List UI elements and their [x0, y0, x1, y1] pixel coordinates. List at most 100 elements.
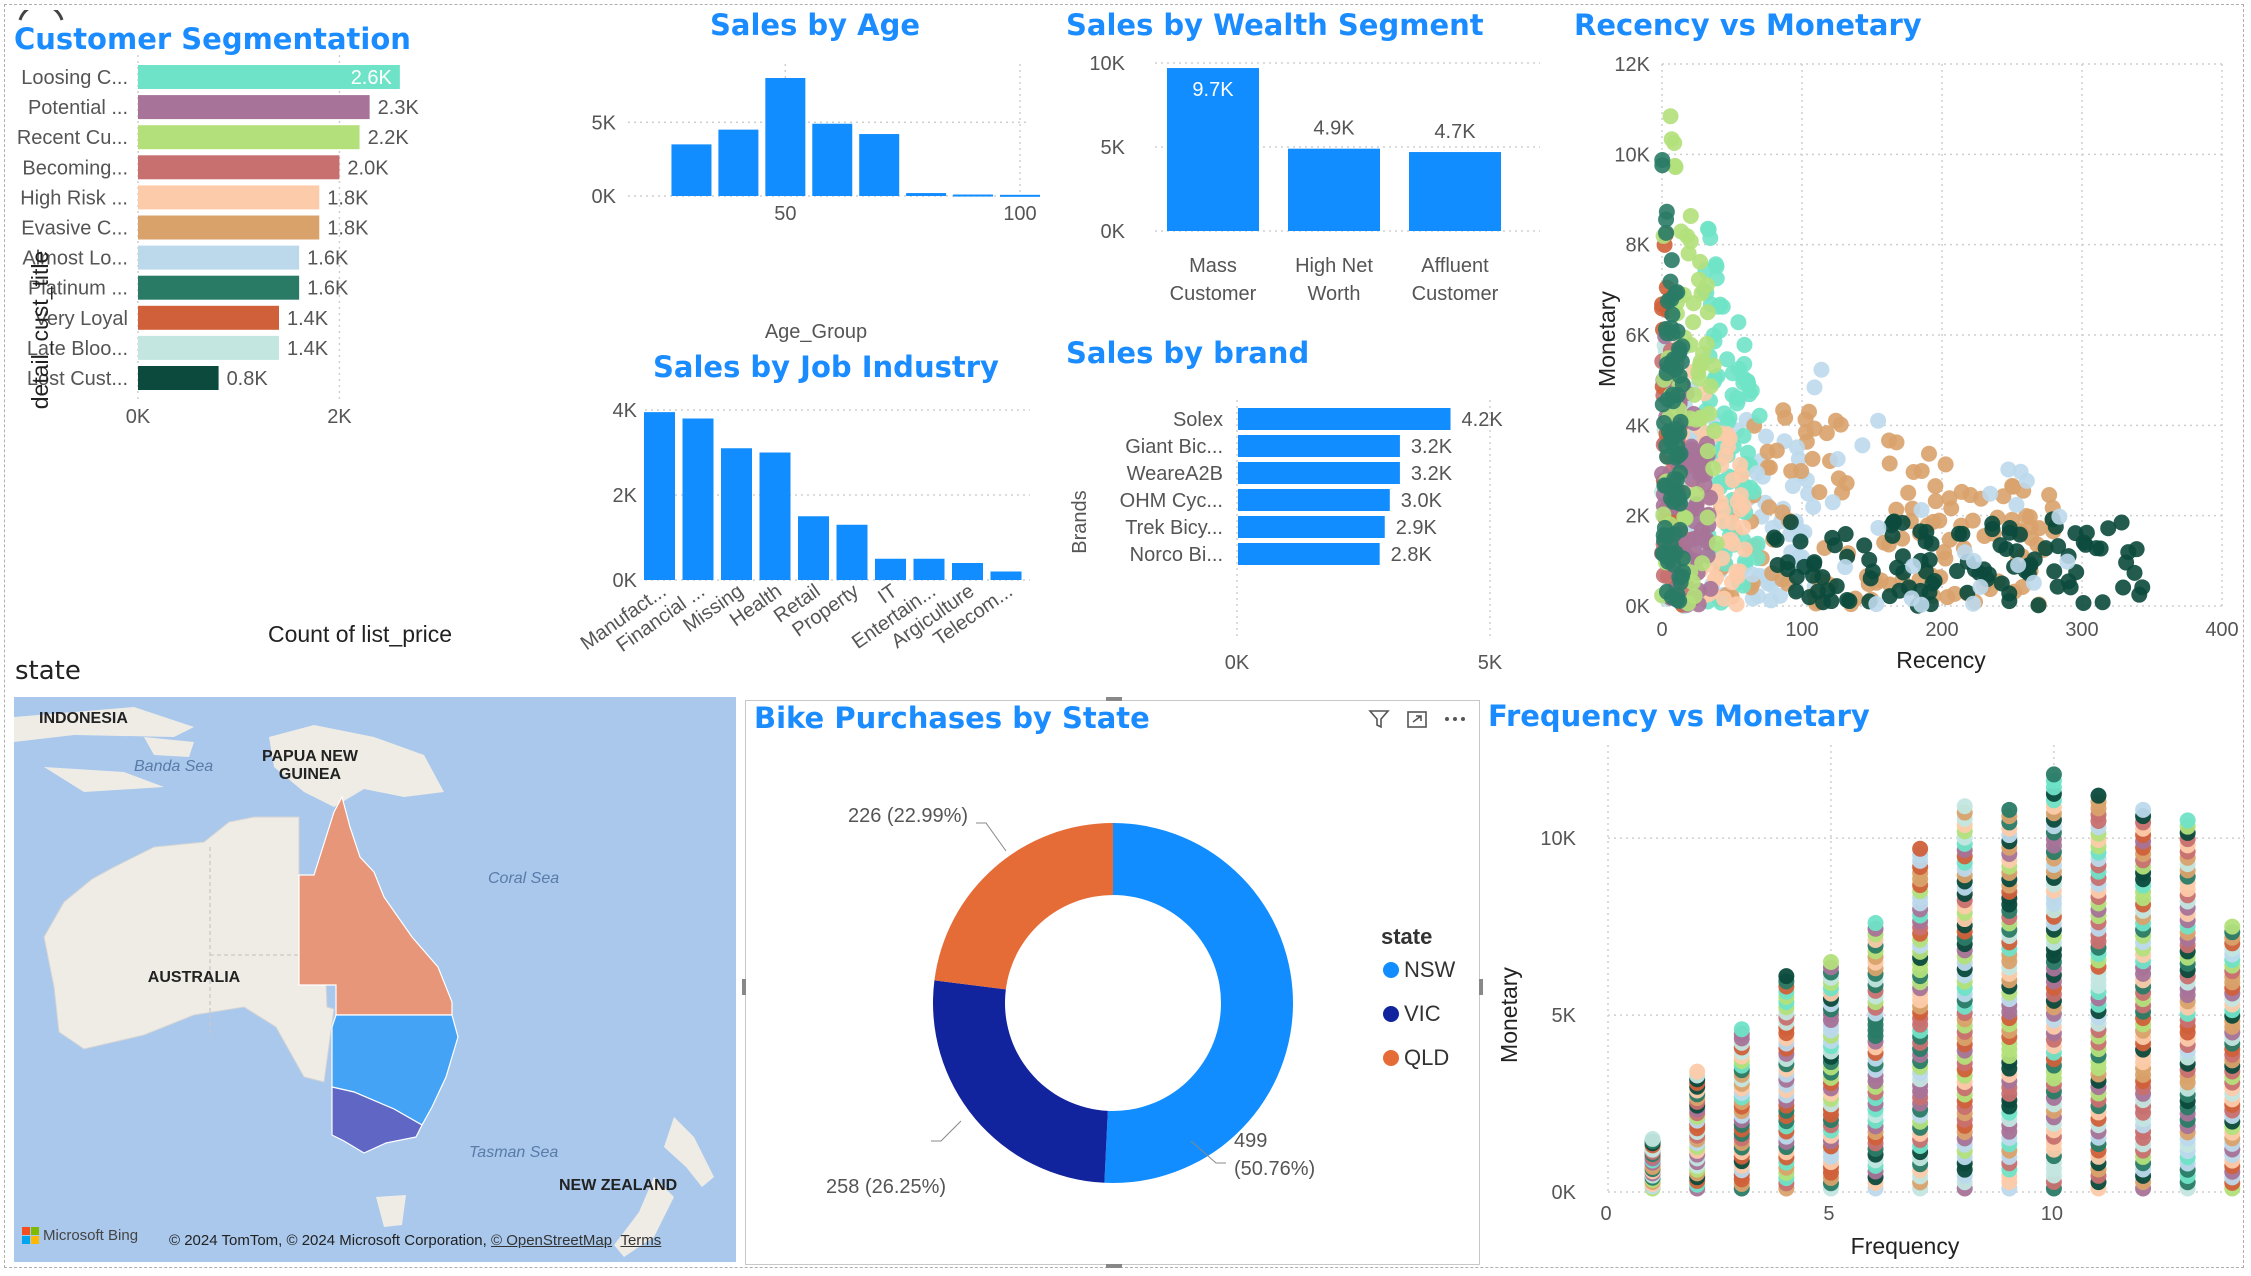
cs-category-label: Very Loyal — [35, 308, 128, 330]
western-australia-nt-sa — [43, 816, 335, 1083]
rec-point — [2051, 508, 2068, 525]
cs-category-label: High Risk ... — [20, 187, 128, 209]
sales-by-age-visual[interactable]: Sales by Age 0K 5K 50 100 Age_Group — [540, 4, 1040, 344]
wealth-bar — [1167, 68, 1259, 231]
leader-line — [976, 822, 1007, 852]
resize-handle-top[interactable] — [1106, 697, 1122, 701]
rec-point — [1827, 412, 1844, 429]
more-options-icon[interactable] — [1443, 707, 1467, 731]
map-label-png-1: PAPUA NEW — [262, 748, 359, 765]
australia-map[interactable]: INDONESIA Banda Sea PAPUA NEW GUINEA Cor… — [14, 697, 736, 1262]
qld-region[interactable] — [298, 795, 453, 1016]
rec-y-tick: 2K — [1626, 506, 1651, 528]
sales-by-job-industry-visual[interactable]: Sales by Job Industry 0K 2K 4K Manufact...… — [540, 350, 1040, 660]
rec-point — [1759, 443, 1776, 460]
rec-point — [1674, 550, 1691, 567]
cs-bar — [138, 95, 370, 120]
frequency-vs-monetary-visual[interactable]: Frequency vs Monetary 0 5 10 0K 5K 10K Freque… — [1485, 695, 2245, 1265]
vic-region[interactable] — [331, 1086, 423, 1154]
bike-purchases-chart: 499 (50.76%) 258 (26.25%) 226 (22.99%) stat… — [826, 805, 1456, 1198]
legend-item-nsw: NSW — [1404, 957, 1456, 982]
sales-by-brand-title: Sales by brand — [1066, 336, 1310, 370]
sales-by-wealth-visual[interactable]: Sales by Wealth Segment 0K 5K 10K 9.7K Mass… — [1060, 4, 1560, 314]
rec-point — [1939, 589, 1956, 606]
cs-data-label: 2.3K — [378, 97, 420, 119]
job-bar — [721, 448, 752, 580]
rec-point — [1663, 131, 1680, 148]
filter-icon[interactable] — [1367, 707, 1391, 731]
freq-point — [2090, 787, 2107, 804]
rec-point — [1708, 258, 1725, 275]
rec-point — [1870, 412, 1887, 429]
rec-point — [1903, 590, 1920, 607]
rec-point — [1824, 494, 1841, 511]
freq-point — [1689, 1063, 1706, 1080]
cs-category-label: Potential ... — [28, 97, 128, 119]
rec-point — [1702, 378, 1719, 395]
recency-vs-monetary-title: Recency vs Monetary — [1574, 8, 1922, 42]
recency-vs-monetary-visual[interactable]: Recency vs Monetary 0 100 200 300 400 0K 2K 4K 6… — [1565, 4, 2245, 684]
wealth-y-tick: 10K — [1089, 53, 1125, 75]
resize-handle-bottom[interactable] — [1106, 1264, 1122, 1268]
freq-x-tick: 0 — [1600, 1203, 1611, 1225]
resize-handle-left[interactable] — [742, 979, 746, 995]
rec-y-tick: 12K — [1614, 54, 1650, 76]
rec-point — [2030, 597, 2047, 614]
rec-point — [1695, 345, 1712, 362]
cs-y-axis-title: detail_cust_title — [27, 251, 53, 410]
rec-point — [1705, 460, 1722, 477]
sales-by-brand-visual[interactable]: Sales by brand 0K 5K Solex 4.2K Giant Bic..… — [1060, 330, 1560, 685]
rec-point — [1736, 541, 1753, 558]
rec-point — [1881, 455, 1898, 472]
rec-x-tick: 400 — [2205, 619, 2238, 641]
customer-segmentation-visual[interactable]: Customer Segmentation 0K 2K Loosing C... 2… — [10, 10, 530, 660]
sales-by-wealth-title: Sales by Wealth Segment — [1066, 8, 1484, 42]
rec-point — [2021, 556, 2038, 573]
job-bar — [759, 452, 791, 580]
recency-vs-monetary-chart: 0 100 200 300 400 0K 2K 4K 6K 8K 10K 12K Recency Mo… — [1594, 54, 2239, 673]
sales-by-job-industry-title: Sales by Job Industry — [653, 350, 999, 384]
terms-link[interactable]: Terms — [620, 1232, 662, 1249]
rec-point — [2115, 579, 2132, 596]
focus-mode-icon[interactable] — [1405, 707, 1429, 731]
bike-purchases-visual[interactable]: Bike Purchases by State 499 (50.76%) 258 (… — [742, 697, 1483, 1268]
brand-bar — [1238, 543, 1380, 565]
rec-point — [1700, 220, 1717, 237]
rec-point — [1706, 423, 1723, 440]
osm-link[interactable]: © OpenStreetMap — [490, 1232, 613, 1249]
rec-point — [2010, 556, 2027, 573]
rec-point — [1692, 253, 1709, 270]
cs-data-label: 2.2K — [368, 127, 410, 149]
sales-by-brand-chart: 0K 5K Solex 4.2K Giant Bic... 3.2K WeareA2B 3.… — [1069, 400, 1503, 674]
state-map-visual[interactable]: INDONESIA Banda Sea PAPUA NEW GUINEA Cor… — [14, 697, 736, 1262]
rec-point — [1913, 462, 1930, 479]
rec-point — [1823, 593, 1840, 610]
rec-point — [1921, 551, 1938, 568]
donut-label-nsw: 499 — [1234, 1130, 1267, 1152]
freq-point — [2135, 801, 2152, 818]
island-shape — [144, 737, 194, 757]
rec-point — [1971, 564, 1988, 581]
age-bar — [812, 123, 853, 196]
cs-category-label: Recent Cu... — [17, 127, 128, 149]
freq-y-tick: 10K — [1540, 828, 1576, 850]
rec-point — [1826, 537, 1843, 554]
resize-handle-right[interactable] — [1479, 979, 1483, 995]
legend-marker — [1383, 1050, 1399, 1066]
rec-point — [1805, 498, 1822, 515]
rec-point — [1793, 463, 1810, 480]
rec-point — [1953, 483, 1970, 500]
rec-point — [1673, 353, 1690, 370]
map-label-nz: NEW ZEALAND — [559, 1177, 677, 1194]
age-x-tick: 50 — [774, 203, 796, 225]
job-y-tick: 4K — [613, 400, 638, 422]
rec-point — [1924, 575, 1941, 592]
rec-point — [1735, 519, 1752, 536]
rec-point — [1788, 583, 1805, 600]
job-bar — [990, 571, 1022, 580]
cs-bar — [138, 185, 320, 210]
map-label-australia: AUSTRALIA — [148, 969, 241, 986]
nz-south-island — [614, 1177, 674, 1257]
map-label-banda-sea: Banda Sea — [134, 758, 213, 775]
